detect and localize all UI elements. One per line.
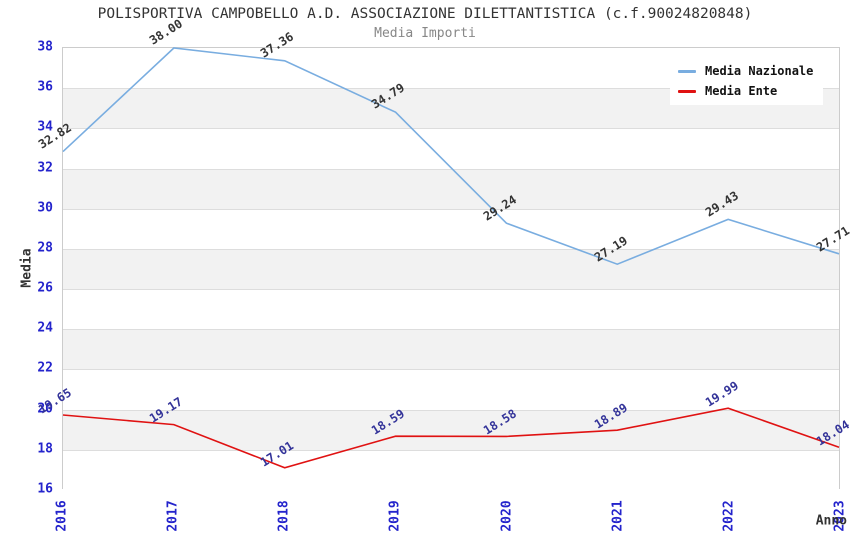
gridline	[63, 409, 839, 411]
x-tick-label: 2020	[499, 500, 515, 532]
y-tick-label: 20	[37, 401, 53, 417]
legend-series-label: Media Ente	[705, 84, 778, 98]
plot-band	[63, 329, 839, 370]
gridline	[63, 128, 839, 130]
x-tick-label: 2016	[54, 500, 70, 532]
chart-subtitle: Media Importi	[374, 26, 476, 41]
x-tick-label: 2017	[165, 500, 181, 532]
y-tick-label: 16	[37, 481, 53, 497]
legend-item: Media Nazionale	[678, 64, 813, 78]
y-tick-label: 18	[37, 441, 53, 457]
plot-band	[63, 289, 839, 330]
x-tick-label: 2018	[276, 500, 292, 532]
gridline	[63, 329, 839, 331]
gridline	[63, 289, 839, 291]
legend: Media Nazionale Media Ente	[670, 57, 824, 105]
plot-band	[63, 168, 839, 209]
plot-band	[63, 449, 839, 490]
legend-item: Media Ente	[678, 84, 813, 98]
y-tick-label: 28	[37, 240, 53, 256]
y-tick-label: 26	[37, 280, 53, 296]
y-tick-label: 22	[37, 360, 53, 376]
plot-band	[63, 369, 839, 410]
x-tick-label: 2022	[721, 500, 737, 532]
y-tick-label: 30	[37, 200, 53, 216]
legend-series-label: Media Nazionale	[705, 64, 814, 78]
gridline	[63, 208, 839, 210]
series-line-media-nazionale	[62, 47, 840, 266]
gridline	[63, 88, 839, 90]
x-tick-label: 2019	[387, 500, 403, 532]
legend-series-dash-icon	[678, 69, 696, 73]
chart-title: POLISPORTIVA CAMPOBELLO A.D. ASSOCIAZION…	[97, 6, 753, 22]
plot-band	[63, 208, 839, 249]
y-tick-label: 24	[37, 320, 53, 336]
y-tick-label: 36	[37, 79, 53, 95]
legend-series-dash-icon	[678, 89, 696, 93]
gridline	[63, 369, 839, 371]
gridline	[63, 449, 839, 451]
y-tick-label: 34	[37, 119, 53, 135]
gridline	[63, 248, 839, 250]
y-axis-label: Media	[19, 248, 35, 288]
series-lines	[62, 47, 840, 469]
x-axis-label: Anno	[815, 513, 847, 529]
series-line-media-ente	[62, 407, 840, 469]
y-tick-label: 38	[37, 39, 53, 55]
y-tick-label: 32	[37, 160, 53, 176]
plot-band	[63, 128, 839, 169]
x-tick-label: 2021	[610, 500, 626, 532]
plot-band	[63, 409, 839, 450]
gridline	[63, 168, 839, 170]
plot-band	[63, 248, 839, 290]
plot-area	[62, 47, 840, 490]
